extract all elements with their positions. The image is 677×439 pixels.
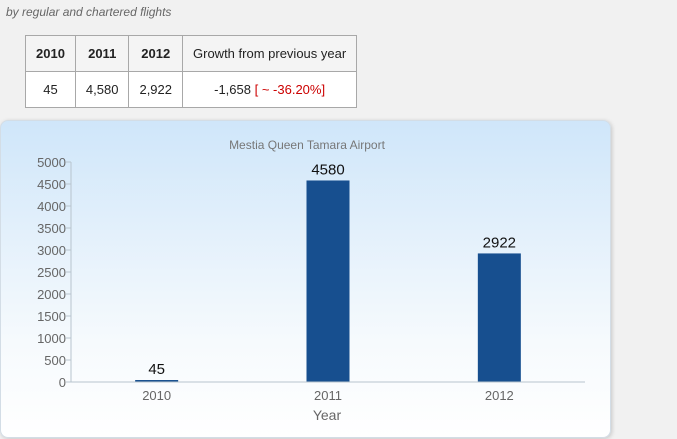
x-axis-title: Year [313, 407, 342, 423]
cell-2012: 2,922 [128, 71, 184, 108]
header-2012: 2012 [128, 35, 184, 72]
cell-2011: 4,580 [74, 71, 130, 108]
y-axis: 0 500 1000 1500 2000 2500 3000 3500 4000 4500 5000 [37, 155, 72, 390]
y-tick-label: 3500 [37, 221, 66, 236]
y-tick-label: 5000 [37, 155, 66, 170]
chart-title: Mestia Queen Tamara Airport [229, 138, 386, 152]
cell-2010: 45 [25, 71, 76, 108]
x-tick-label-2011: 2011 [314, 388, 342, 403]
y-tick-label: 2000 [37, 287, 66, 302]
y-tick-label: 3000 [37, 243, 66, 258]
cell-growth: -1,658 [ ~ -36.20%] [182, 71, 358, 108]
header-2011: 2011 [74, 35, 130, 72]
growth-percent: [ ~ -36.20%] [254, 82, 326, 97]
data-label-2012: 2922 [483, 234, 516, 251]
y-tick-label: 500 [44, 353, 66, 368]
bar-2010 [135, 380, 179, 382]
header-2010: 2010 [25, 35, 76, 72]
bar-2011 [306, 180, 350, 382]
table-row: 45 4,580 2,922 -1,658 [ ~ -36.20%] [25, 71, 358, 108]
chart-panel: Mestia Queen Tamara Airport 0 500 1000 1500… [0, 120, 611, 438]
data-label-2010: 45 [148, 361, 165, 378]
x-tick-label-2010: 2010 [142, 388, 171, 403]
growth-value: -1,658 [214, 82, 251, 97]
bar-chart: Mestia Queen Tamara Airport 0 500 1000 1500… [37, 138, 585, 423]
y-tick-label: 4000 [37, 199, 66, 214]
page-subtitle: by regular and chartered flights [6, 5, 172, 19]
y-tick-label: 4500 [37, 177, 66, 192]
y-tick-label: 2500 [37, 265, 66, 280]
x-tick-label-2012: 2012 [485, 388, 514, 403]
y-tick-label: 1500 [37, 309, 66, 324]
passenger-stats-table: 2010 2011 2012 Growth from previous year… [25, 35, 358, 108]
y-tick-label: 1000 [37, 331, 66, 346]
table-header-row: 2010 2011 2012 Growth from previous year [25, 35, 358, 72]
x-axis: 2010 2011 2012 [71, 381, 585, 403]
header-growth: Growth from previous year [182, 35, 358, 72]
y-tick-label: 0 [59, 375, 66, 390]
bars: 45 4580 2922 [135, 161, 521, 382]
data-label-2011: 4580 [311, 161, 344, 178]
bar-2012 [477, 253, 521, 382]
